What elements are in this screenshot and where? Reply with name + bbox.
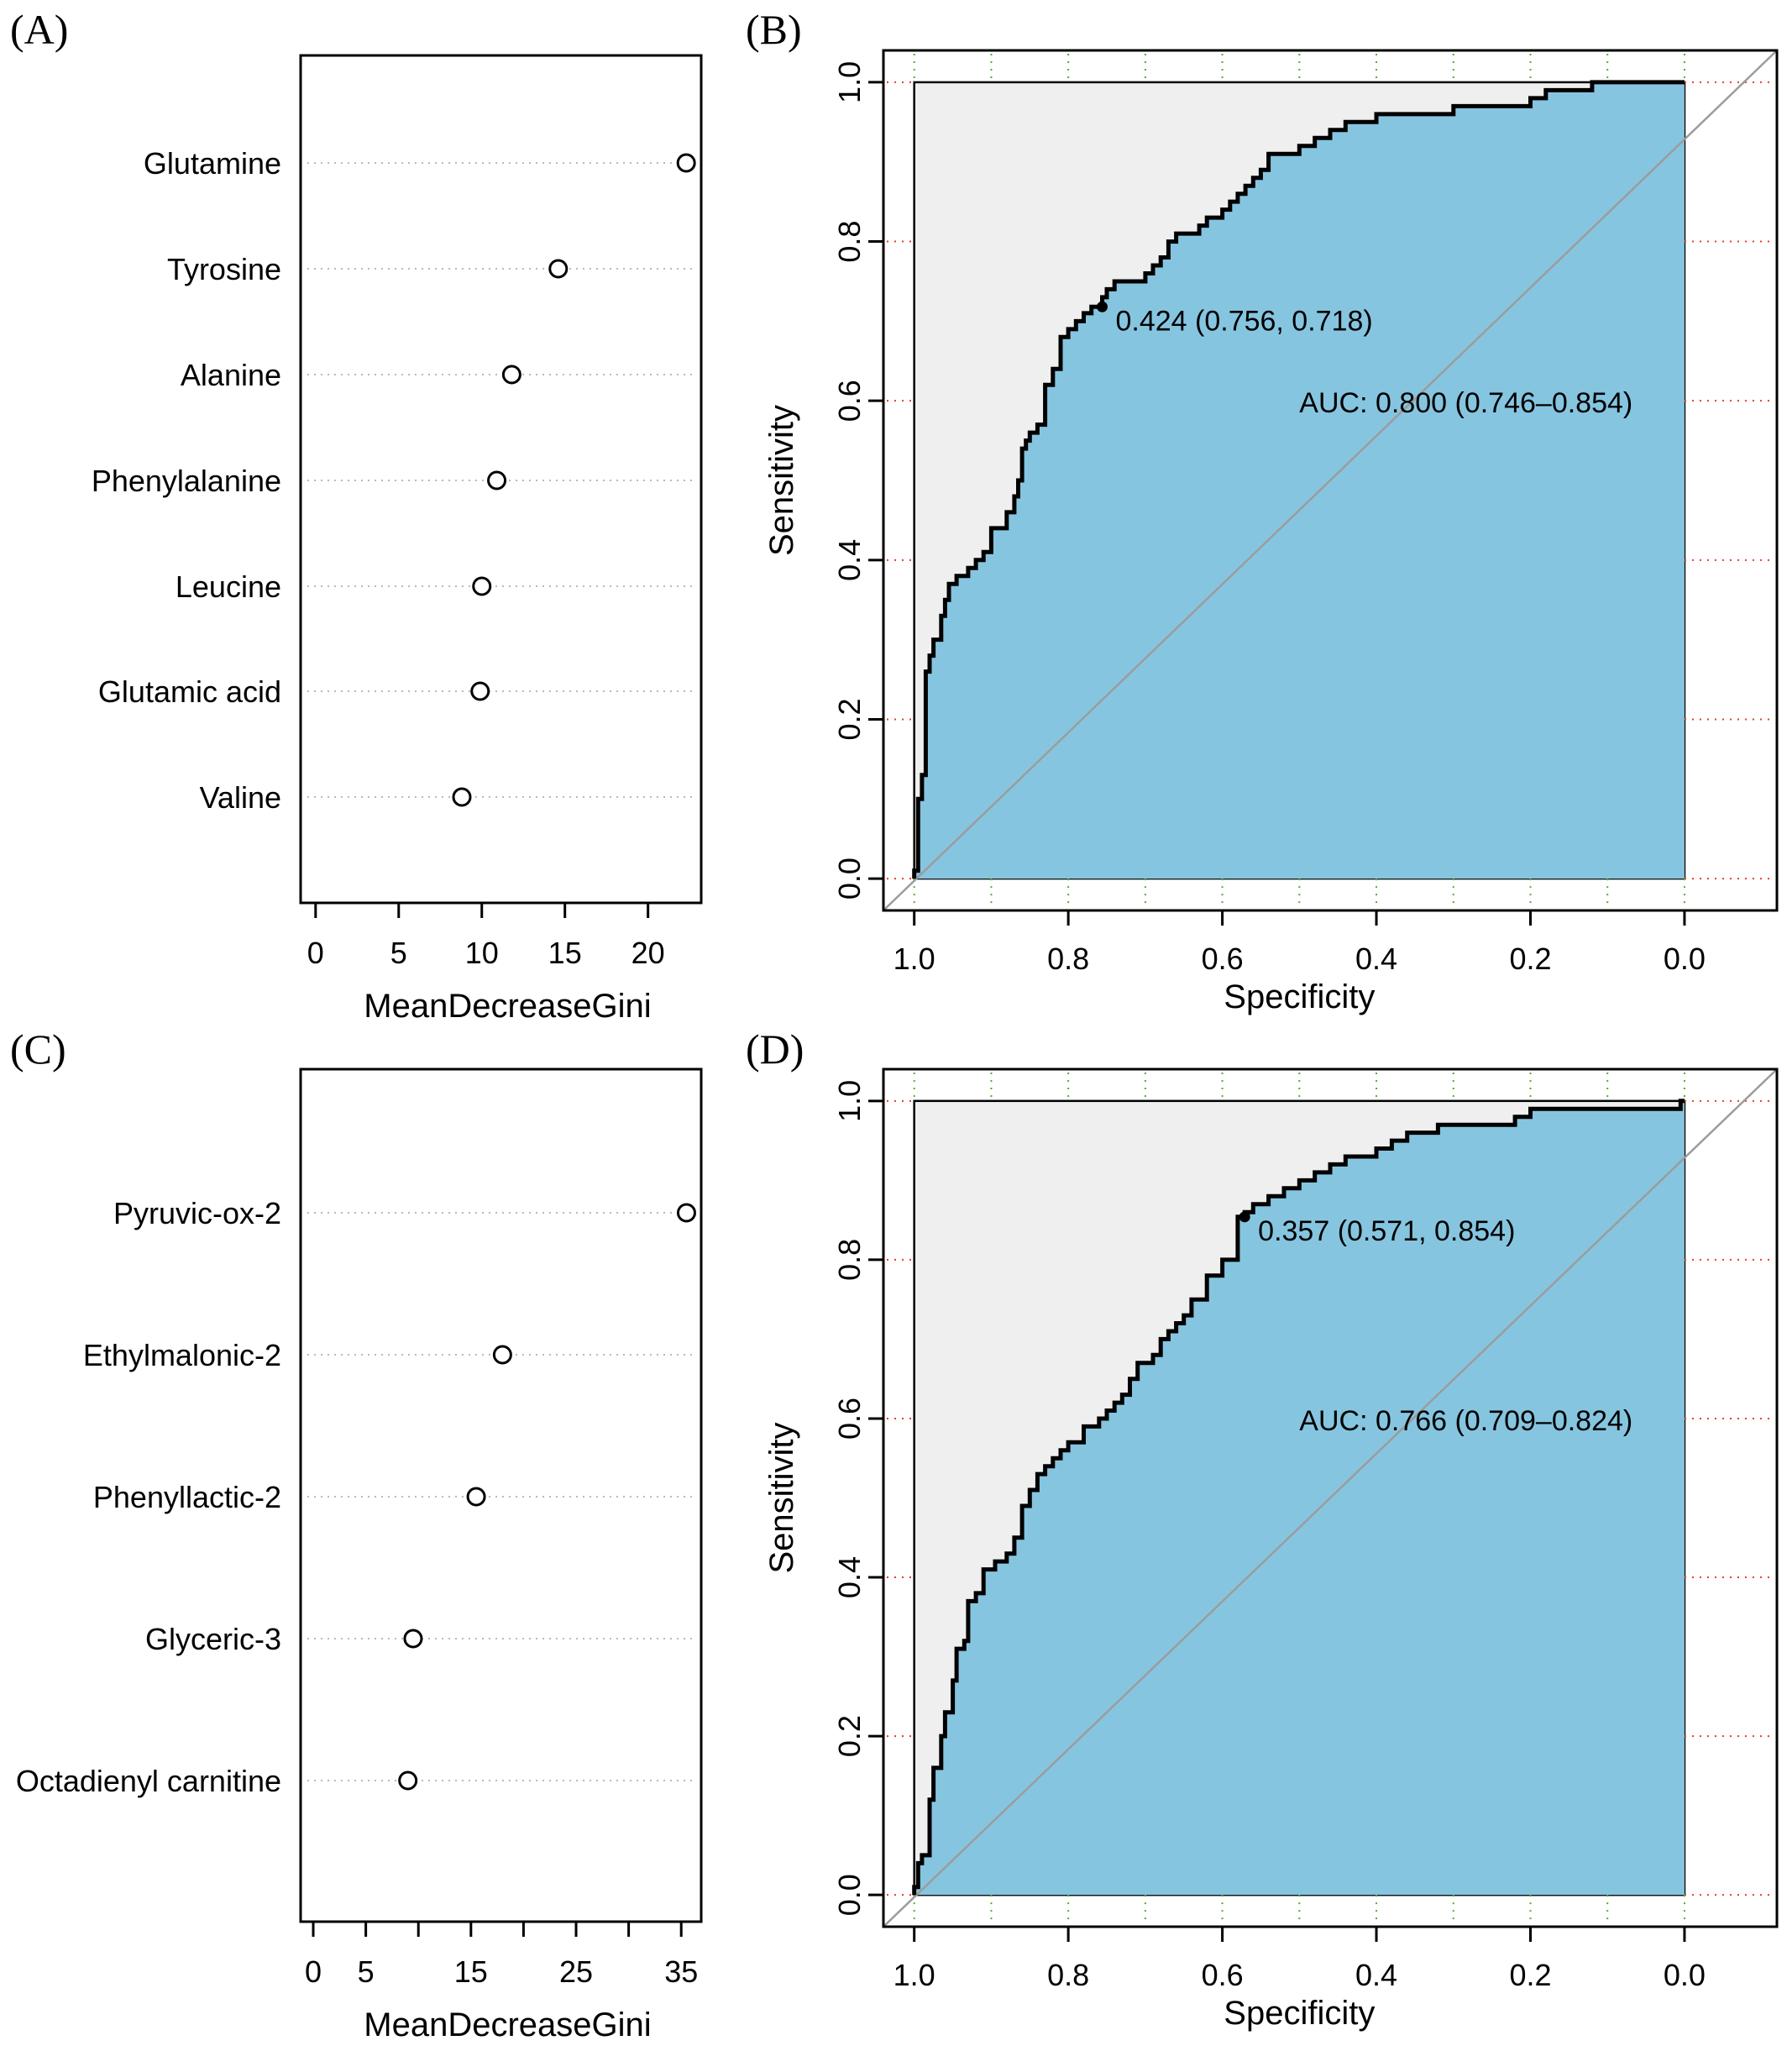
x-tick-label: 0.4: [1355, 1958, 1397, 1992]
auc-label: AUC: 0.800 (0.746–0.854): [1299, 387, 1632, 419]
category-label: Glyceric-3: [145, 1622, 281, 1656]
data-point: [548, 259, 569, 279]
y-tick-label: 1.0: [832, 1080, 867, 1122]
category-label: Leucine: [176, 569, 281, 604]
panel-label-c: (C): [10, 1026, 66, 1073]
category-label: Alanine: [181, 358, 281, 392]
best-threshold-point: [1096, 301, 1108, 312]
plot-frame: [882, 1067, 1779, 1928]
x-tick-label: 20: [631, 936, 665, 970]
x-tick-label: 0.0: [1664, 1958, 1706, 1992]
data-point: [492, 1345, 512, 1365]
x-axis-title: MeanDecreaseGini: [364, 2006, 651, 2043]
panel-label-b: (B): [746, 6, 802, 53]
category-label: Tyrosine: [167, 252, 281, 286]
x-tick-label: 0.6: [1202, 942, 1244, 976]
roc-curve-line: [912, 80, 1685, 879]
y-tick-label: 0.6: [832, 1398, 867, 1440]
x-tick-label: 35: [664, 1954, 698, 1989]
y-axis-title: Sensitivity: [763, 1422, 800, 1573]
category-label: Glutamine: [144, 146, 281, 181]
plot-frame: [882, 49, 1779, 912]
x-axis-title: Specificity: [1224, 1995, 1375, 2032]
x-tick-label: 5: [358, 1954, 375, 1989]
panel-b-roc-chart: 0.424 (0.756, 0.718) AUC: 0.800 (0.746–0.…: [763, 49, 1779, 1015]
category-label: Phenyllactic-2: [93, 1480, 281, 1514]
y-tick-label: 0.4: [832, 1556, 867, 1598]
panel-d-roc-chart: 0.357 (0.571, 0.854) AUC: 0.766 (0.709–0.…: [763, 1067, 1779, 2032]
x-tick-label: 10: [465, 936, 499, 970]
data-point: [452, 787, 472, 807]
x-tick-label: 0.0: [1664, 942, 1706, 976]
data-point: [398, 1770, 418, 1791]
data-point: [676, 153, 696, 173]
y-tick-label: 0.2: [832, 698, 867, 740]
x-tick-label: 1.0: [894, 1958, 935, 1992]
x-tick-label: 15: [548, 936, 582, 970]
auc-label: AUC: 0.766 (0.709–0.824): [1299, 1405, 1632, 1437]
category-label: Glutamic acid: [98, 674, 281, 709]
plot-frame: [299, 1067, 703, 1923]
x-tick-label: 0.2: [1509, 942, 1551, 976]
plot-frame: [299, 54, 703, 905]
category-label: Valine: [200, 780, 281, 815]
data-point: [487, 470, 507, 490]
x-axis-title: MeanDecreaseGini: [364, 988, 651, 1025]
category-label: Octadienyl carnitine: [16, 1764, 281, 1798]
x-tick-label: 0.6: [1202, 1958, 1244, 1992]
category-label: Pyruvic-ox-2: [113, 1196, 281, 1230]
y-tick-label: 0.0: [832, 858, 867, 900]
data-point: [676, 1203, 696, 1223]
y-tick-label: 1.0: [832, 61, 867, 103]
panel-c-dotchart: Pyruvic-ox-2 Ethylmalonic-2 Phenyllactic-2…: [16, 1067, 703, 2043]
best-threshold-point: [1239, 1211, 1250, 1223]
y-axis-title: Sensitivity: [763, 405, 800, 556]
y-tick-label: 0.8: [832, 1239, 867, 1281]
auc-area: [914, 81, 1685, 879]
chance-diagonal: [883, 50, 1778, 911]
best-threshold-label: 0.357 (0.571, 0.854): [1258, 1215, 1515, 1247]
x-tick-label: 15: [454, 1954, 488, 1989]
data-point: [472, 576, 492, 596]
panel-label-a: (A): [10, 6, 68, 53]
best-threshold-label: 0.424 (0.756, 0.718): [1115, 305, 1372, 337]
x-tick-label: 0.8: [1047, 1958, 1089, 1992]
x-tick-label: 0.8: [1047, 942, 1089, 976]
y-tick-label: 0.0: [832, 1874, 867, 1916]
x-tick-label: 5: [390, 936, 407, 970]
data-point: [501, 365, 521, 385]
y-tick-label: 0.6: [832, 380, 867, 422]
category-label: Phenylalanine: [92, 464, 281, 498]
x-tick-label: 25: [559, 1954, 593, 1989]
panel-label-d: (D): [746, 1026, 804, 1073]
roc-curve-line: [912, 1099, 1685, 1896]
x-tick-label: 0: [307, 936, 324, 970]
x-tick-label: 0.4: [1355, 942, 1397, 976]
y-tick-label: 0.2: [832, 1715, 867, 1757]
x-axis-title: Specificity: [1224, 978, 1375, 1015]
panel-a-dotchart: Glutamine Tyrosine Alanine Phenylalanine Leu…: [92, 54, 703, 1025]
x-tick-label: 1.0: [894, 942, 935, 976]
data-point: [470, 681, 490, 701]
chance-diagonal: [883, 1068, 1778, 1928]
y-tick-label: 0.8: [832, 221, 867, 263]
y-tick-label: 0.4: [832, 539, 867, 581]
data-point: [466, 1487, 486, 1507]
data-point: [403, 1629, 423, 1649]
auc-area: [914, 1100, 1685, 1896]
x-tick-label: 0: [305, 1954, 322, 1989]
category-label: Ethylmalonic-2: [83, 1338, 281, 1372]
x-tick-label: 0.2: [1509, 1958, 1551, 1992]
